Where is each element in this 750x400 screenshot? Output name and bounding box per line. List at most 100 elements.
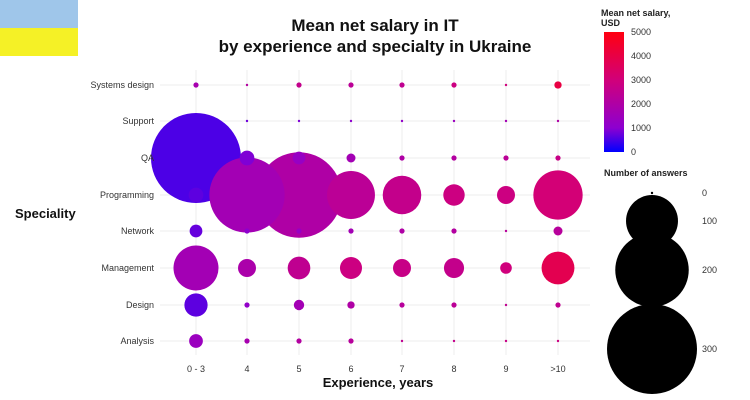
- bubble-point: [451, 228, 457, 234]
- color-legend-tick-label: 4000: [631, 51, 651, 61]
- x-tick-label: 7: [399, 364, 404, 374]
- bubble-point: [533, 170, 583, 220]
- y-tick-label: Design: [126, 300, 154, 310]
- bubble-point: [347, 301, 355, 309]
- bubble-point: [451, 155, 457, 161]
- bubble-point: [497, 186, 515, 204]
- color-legend-tick-label: 2000: [631, 99, 651, 109]
- bubble-point: [553, 226, 563, 236]
- bubble-point: [503, 155, 509, 161]
- bubble-point: [382, 175, 422, 215]
- x-tick-label: 8: [451, 364, 456, 374]
- x-tick-label: 5: [296, 364, 301, 374]
- bubble-point: [555, 302, 561, 308]
- color-legend-tick-label: 1000: [631, 123, 651, 133]
- size-legend-label: 100: [702, 216, 717, 226]
- bubble-point: [443, 184, 465, 206]
- bubble-point: [504, 119, 508, 123]
- size-legend-circle: [650, 191, 654, 195]
- bubble-point: [244, 302, 250, 308]
- color-legend-tick-label: 0: [631, 147, 636, 157]
- bubble-point: [327, 171, 375, 219]
- bubble-point: [239, 150, 255, 166]
- x-tick-label: 4: [244, 364, 249, 374]
- size-legend-label: 300: [702, 344, 717, 354]
- bubble-point: [245, 83, 249, 87]
- bubble-point: [452, 339, 456, 343]
- size-legend-label: 200: [702, 265, 717, 275]
- y-axis-title: Speciality: [15, 206, 76, 221]
- x-tick-label: 0 - 3: [187, 364, 205, 374]
- bubble-point: [292, 151, 306, 165]
- bubble-point: [209, 157, 285, 233]
- chart-title-line-2: by experience and specialty in Ukraine: [218, 37, 532, 56]
- chart-title-line-1: Mean net salary in IT: [291, 16, 459, 35]
- bubble-point: [189, 334, 203, 348]
- bubble-point: [188, 187, 204, 203]
- bubble-point: [346, 153, 356, 163]
- size-legend-label: 0: [702, 188, 707, 198]
- x-tick-label: >10: [550, 364, 565, 374]
- size-legend-circle: [626, 195, 678, 247]
- bubble-point: [348, 338, 354, 344]
- bubble-point: [400, 339, 404, 343]
- bubble-point: [556, 339, 560, 343]
- bubble-point: [339, 256, 363, 280]
- bubble-point: [393, 259, 411, 277]
- bubble-point: [541, 251, 575, 285]
- size-legend-circle: [615, 233, 689, 307]
- bubble-point: [399, 228, 405, 234]
- bubbles: [151, 81, 583, 348]
- bubble-point: [500, 262, 512, 274]
- bubble-point: [451, 302, 457, 308]
- y-tick-label: QA: [141, 153, 154, 163]
- size-legend-title: Number of answers: [604, 168, 688, 178]
- y-tick-label: Systems design: [90, 80, 154, 90]
- bubble-point: [296, 338, 302, 344]
- flag-bottom-stripe: [0, 28, 78, 56]
- bubble-point: [504, 339, 508, 343]
- y-tick-label: Support: [122, 116, 154, 126]
- bubble-point: [348, 82, 354, 88]
- bubble-point: [193, 82, 199, 88]
- flag-top-stripe: [0, 0, 78, 28]
- bubble-point: [555, 155, 561, 161]
- bubble-point: [399, 82, 405, 88]
- bubble-point: [451, 82, 457, 88]
- x-tick-label: 6: [348, 364, 353, 374]
- color-legend-tick-label: 3000: [631, 75, 651, 85]
- bubble-point: [400, 119, 404, 123]
- y-tick-label: Programming: [100, 190, 154, 200]
- x-tick-label: 9: [503, 364, 508, 374]
- y-tick-label: Network: [121, 226, 155, 236]
- bubble-point: [504, 229, 508, 233]
- color-legend-tick-label: 5000: [631, 27, 651, 37]
- bubble-point: [296, 82, 302, 88]
- bubble-point: [349, 119, 353, 123]
- bubble-point: [245, 119, 249, 123]
- bubble-point: [348, 228, 354, 234]
- bubble-point: [296, 228, 302, 234]
- bubble-point: [173, 245, 219, 291]
- bubble-point: [399, 302, 405, 308]
- y-tick-label: Management: [101, 263, 154, 273]
- y-tick-label: Analysis: [120, 336, 154, 346]
- bubble-point: [443, 257, 465, 279]
- bubble-point: [287, 256, 311, 280]
- bubble-point: [194, 119, 198, 123]
- bubble-point: [297, 119, 301, 123]
- size-legend-circle: [607, 304, 697, 394]
- bubble-point: [244, 338, 250, 344]
- bubble-point: [452, 119, 456, 123]
- bubble-point: [556, 119, 560, 123]
- bubble-point: [244, 228, 250, 234]
- bubble-point: [554, 81, 562, 89]
- bubble-point: [184, 293, 208, 317]
- bubble-point: [399, 155, 405, 161]
- bubble-point: [238, 259, 256, 277]
- x-axis-title: Experience, years: [322, 375, 434, 390]
- color-legend-bar: [604, 32, 624, 152]
- color-legend-title: Mean net salary, USD: [601, 8, 671, 28]
- bubble-point: [189, 224, 203, 238]
